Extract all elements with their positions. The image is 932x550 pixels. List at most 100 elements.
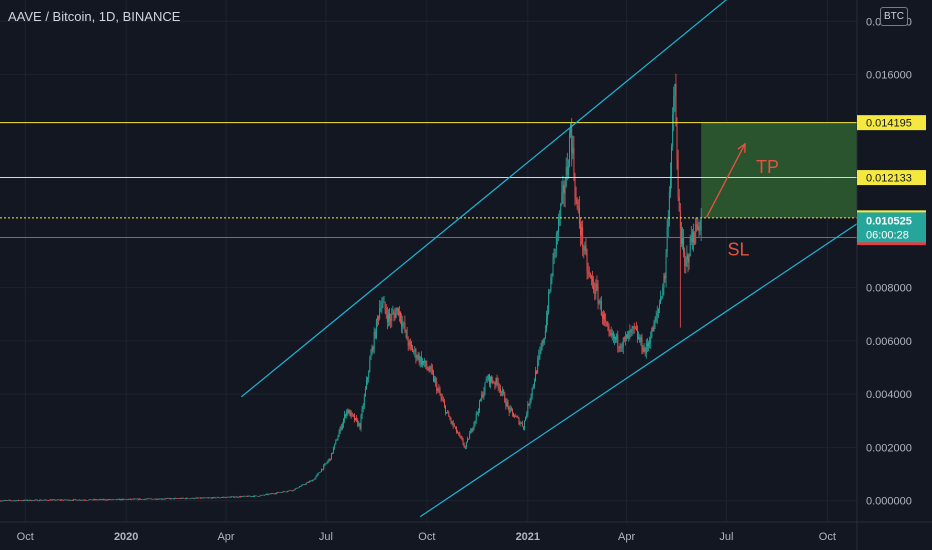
candle-body-2020-07-26 (352, 414, 354, 416)
candle-body-2020-12-17 (510, 408, 512, 410)
candle-body-2019-11-22 (81, 499, 83, 501)
candle-body-2020-11-28 (490, 376, 491, 384)
candle-body-2021-02-07 (567, 166, 569, 175)
candle-body-2019-10-18 (43, 499, 45, 501)
candle-body-2021-05-13 (672, 114, 674, 147)
candle-body-2021-03-30 (623, 338, 625, 339)
last-price-label: 0.010525 (866, 215, 912, 227)
candle-body-2020-02-06 (165, 498, 167, 500)
channel-lines[interactable] (241, 0, 858, 518)
currency-button[interactable]: BTC (880, 7, 908, 26)
candle-body-2020-06-06 (298, 487, 299, 489)
candle-body-2019-12-31 (124, 499, 126, 500)
candle-body-2020-01-18 (144, 499, 146, 500)
candle-body-2021-03-06 (597, 287, 599, 304)
annotations: TP SL (706, 142, 779, 260)
candle-body-2021-05-15 (674, 83, 676, 96)
candle-body-2021-04-25 (652, 327, 654, 332)
candle-body-2019-09-12 (3, 500, 5, 501)
candle-body-2020-03-14 (205, 497, 207, 499)
candle-body-2020-06-05 (296, 487, 298, 489)
candle-body-2019-09-28 (21, 500, 23, 502)
candle-body-2020-12-08 (501, 392, 502, 393)
candle-body-2019-12-24 (116, 499, 118, 500)
candle-body-2020-09-04 (396, 307, 398, 312)
candle-body-2019-09-17 (9, 500, 11, 501)
candle-body-2019-11-12 (70, 500, 72, 501)
candle-body-2021-01-27 (555, 233, 557, 250)
candle-body-2019-12-02 (92, 499, 94, 500)
candle-body-2019-10-15 (40, 499, 42, 501)
candle-body-2019-11-06 (64, 499, 66, 501)
candle-body-2021-01-01 (527, 404, 529, 415)
candle-body-2019-10-12 (36, 499, 38, 501)
candle-body-2020-09-19 (413, 351, 415, 353)
candle-body-2021-06-03 (695, 223, 697, 243)
candle-body-2021-05-20 (679, 211, 681, 229)
candle-body-2020-08-19 (379, 308, 381, 319)
candle-body-2020-05-10 (268, 493, 270, 495)
candle-body-2019-11-14 (73, 499, 74, 501)
candle-body-2020-12-26 (520, 422, 522, 424)
candle-body-2020-04-19 (245, 495, 247, 497)
candle-body-2021-01-20 (548, 291, 550, 314)
candle-body-2020-10-02 (427, 368, 429, 371)
candle-body-2020-02-19 (179, 498, 181, 499)
candle-body-2021-04-07 (632, 326, 634, 329)
candle-body-2020-06-03 (294, 488, 296, 490)
channel-line-lower[interactable] (419, 223, 858, 518)
candle-body-2020-08-26 (386, 314, 388, 322)
candle-body-2020-01-20 (146, 498, 148, 500)
candle-body-2020-12-03 (495, 378, 497, 385)
candle-body-2020-05-08 (266, 494, 268, 495)
candle-body-2020-03-27 (220, 497, 222, 499)
candle-body-2020-05-02 (259, 495, 261, 497)
candle-body-2020-01-28 (155, 498, 157, 500)
level-price-label-1: 0.014195 (866, 118, 912, 130)
candle-body-2021-04-14 (640, 337, 642, 342)
candle-body-2020-01-13 (138, 498, 140, 500)
candle-body-2020-11-06 (465, 442, 467, 448)
candle-body-2019-10-16 (41, 500, 43, 501)
candle-body-2020-09-24 (418, 354, 420, 363)
candle-body-2020-07-25 (351, 412, 353, 415)
time-tick-label: 2021 (516, 531, 540, 543)
candle-body-2020-08-28 (389, 313, 390, 320)
candle-body-2020-08-17 (377, 317, 378, 320)
candle-body-2020-02-11 (170, 498, 172, 500)
candle-body-2020-09-28 (423, 361, 425, 363)
candle-body-2020-12-12 (505, 402, 507, 406)
candle-body-2020-05-28 (288, 490, 290, 492)
candle-body-2021-05-19 (678, 197, 680, 212)
candle-body-2019-10-17 (42, 500, 44, 501)
time-axis-bg (0, 522, 932, 550)
candle-body-2020-01-05 (130, 498, 132, 500)
candle-body-2020-10-26 (453, 425, 455, 427)
candle-body-2019-11-01 (58, 499, 60, 501)
candle-body-2020-04-04 (228, 496, 230, 498)
candle-body-2020-09-09 (402, 323, 404, 327)
candle-body-2020-09-02 (394, 313, 396, 318)
candle-body-2019-12-30 (123, 498, 125, 500)
candle-body-2020-02-10 (169, 498, 171, 500)
candle-body-2020-01-04 (129, 498, 130, 500)
candle-body-2020-10-17 (443, 402, 445, 406)
horizontal-levels[interactable] (0, 122, 857, 239)
candle-body-2020-08-25 (385, 309, 387, 315)
price-tick-label: 0.000000 (866, 496, 912, 508)
candle-body-2020-07-28 (355, 418, 356, 421)
candle-body-2020-11-03 (462, 439, 464, 445)
candle-body-2020-11-19 (480, 399, 482, 401)
channel-line-upper[interactable] (241, 0, 781, 398)
candle-body-2019-10-05 (29, 499, 31, 501)
candle-body-2021-03-08 (599, 300, 601, 303)
candle-body-2020-11-27 (488, 374, 490, 384)
candle-body-2020-06-21 (314, 477, 316, 480)
candle-body-2020-09-27 (422, 361, 423, 365)
candle-body-2020-12-29 (524, 420, 525, 429)
candle-body-2021-04-29 (656, 312, 658, 317)
candle-body-2019-12-12 (103, 499, 105, 501)
candle-body-2019-10-10 (34, 499, 36, 501)
candle-body-2021-03-04 (595, 283, 597, 294)
